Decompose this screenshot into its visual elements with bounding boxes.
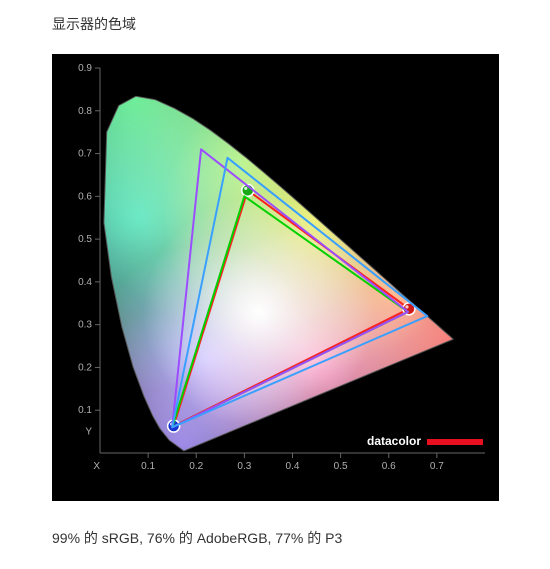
svg-text:0.1: 0.1 xyxy=(141,461,155,472)
svg-text:0.2: 0.2 xyxy=(189,461,203,472)
svg-text:0.9: 0.9 xyxy=(78,63,92,74)
page-root: 显示器的色域 0.1 0.2 0.3 0.4 0.5 0.6 0.7 0.1 0.2 0.3 0.4… xyxy=(0,0,550,569)
svg-text:0.2: 0.2 xyxy=(78,362,92,373)
svg-text:0.5: 0.5 xyxy=(334,461,348,472)
brand-bar xyxy=(427,439,483,445)
svg-text:0.3: 0.3 xyxy=(78,320,92,331)
svg-text:0.6: 0.6 xyxy=(78,191,92,202)
coverage-caption: 99% 的 sRGB, 76% 的 AdobeRGB, 77% 的 P3 xyxy=(52,528,342,548)
svg-text:0.7: 0.7 xyxy=(78,149,92,160)
svg-text:Y: Y xyxy=(85,427,92,438)
svg-text:0.4: 0.4 xyxy=(78,277,92,288)
svg-text:0.5: 0.5 xyxy=(78,234,92,245)
svg-text:0.3: 0.3 xyxy=(237,461,251,472)
svg-text:X: X xyxy=(93,461,100,472)
svg-text:0.4: 0.4 xyxy=(286,461,300,472)
page-title: 显示器的色域 xyxy=(52,14,136,34)
gamut-chart: 0.1 0.2 0.3 0.4 0.5 0.6 0.7 0.1 0.2 0.3 0.4 0.5 0.6 0… xyxy=(52,54,499,501)
brand-text: datacolor xyxy=(367,434,421,448)
svg-text:0.6: 0.6 xyxy=(382,461,396,472)
svg-text:0.1: 0.1 xyxy=(78,405,92,416)
svg-text:0.7: 0.7 xyxy=(430,461,444,472)
svg-text:0.8: 0.8 xyxy=(78,106,92,117)
